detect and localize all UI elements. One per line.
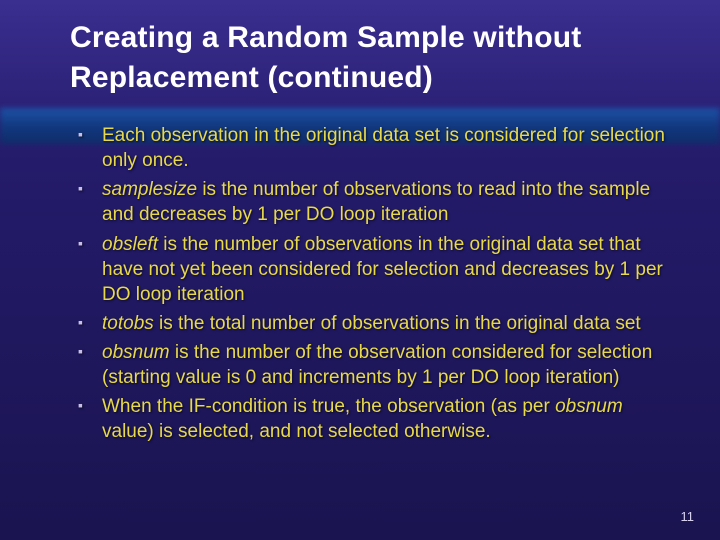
bullet-text: is the total number of observations in t… <box>154 313 641 334</box>
bullet-item: obsnum is the number of the observation … <box>82 340 678 390</box>
bullet-item: When the IF-condition is true, the obser… <box>82 394 678 444</box>
bullet-text: is the number of observations in the ori… <box>102 234 663 305</box>
title-line-1: Creating a Random Sample without <box>70 21 581 54</box>
bullet-term: samplesize <box>102 179 197 200</box>
bullet-item: totobs is the total number of observatio… <box>82 311 678 336</box>
bullet-term: obsnum <box>102 342 170 363</box>
bullet-term: obsnum <box>555 396 623 417</box>
bullet-list: Each observation in the original data se… <box>42 123 678 444</box>
page-number: 11 <box>681 509 695 524</box>
bullet-text: When the IF-condition is true, the obser… <box>102 396 555 417</box>
bullet-text: Each observation in the original data se… <box>102 125 665 171</box>
bullet-item: samplesize is the number of observations… <box>82 177 678 227</box>
bullet-item: Each observation in the original data se… <box>82 123 678 173</box>
bullet-term: totobs <box>102 313 154 334</box>
bullet-text: is the number of the observation conside… <box>102 342 652 388</box>
bullet-item: obsleft is the number of observations in… <box>82 232 678 307</box>
slide-content: Creating a Random Sample without Replace… <box>0 0 720 444</box>
title-line-2: Replacement (continued) <box>70 61 433 94</box>
bullet-term: obsleft <box>102 234 158 255</box>
slide-title: Creating a Random Sample without Replace… <box>42 18 678 97</box>
bullet-text: value) is selected, and not selected oth… <box>102 421 491 442</box>
